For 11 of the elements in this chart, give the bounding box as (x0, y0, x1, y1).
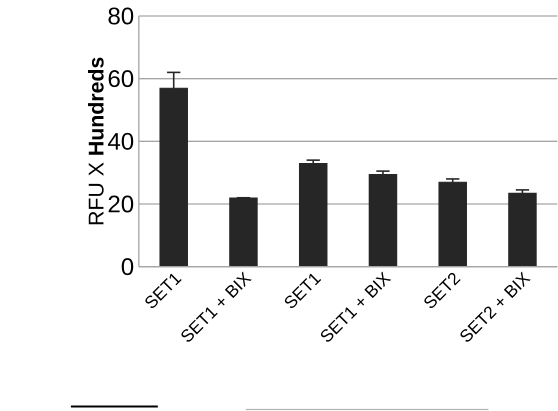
bar (229, 198, 258, 268)
y-tick-label: 60 (108, 70, 134, 88)
y-tick-label: 40 (108, 133, 134, 150)
y-tick-label: 80 (108, 8, 134, 25)
bar (438, 182, 467, 268)
y-axis-title: RFU X Hundreds (88, 58, 104, 224)
y-tick-label: 20 (108, 196, 134, 213)
bar (368, 174, 398, 268)
bar (508, 193, 537, 268)
bar (298, 163, 328, 268)
y-tick-label: 0 (122, 258, 134, 276)
